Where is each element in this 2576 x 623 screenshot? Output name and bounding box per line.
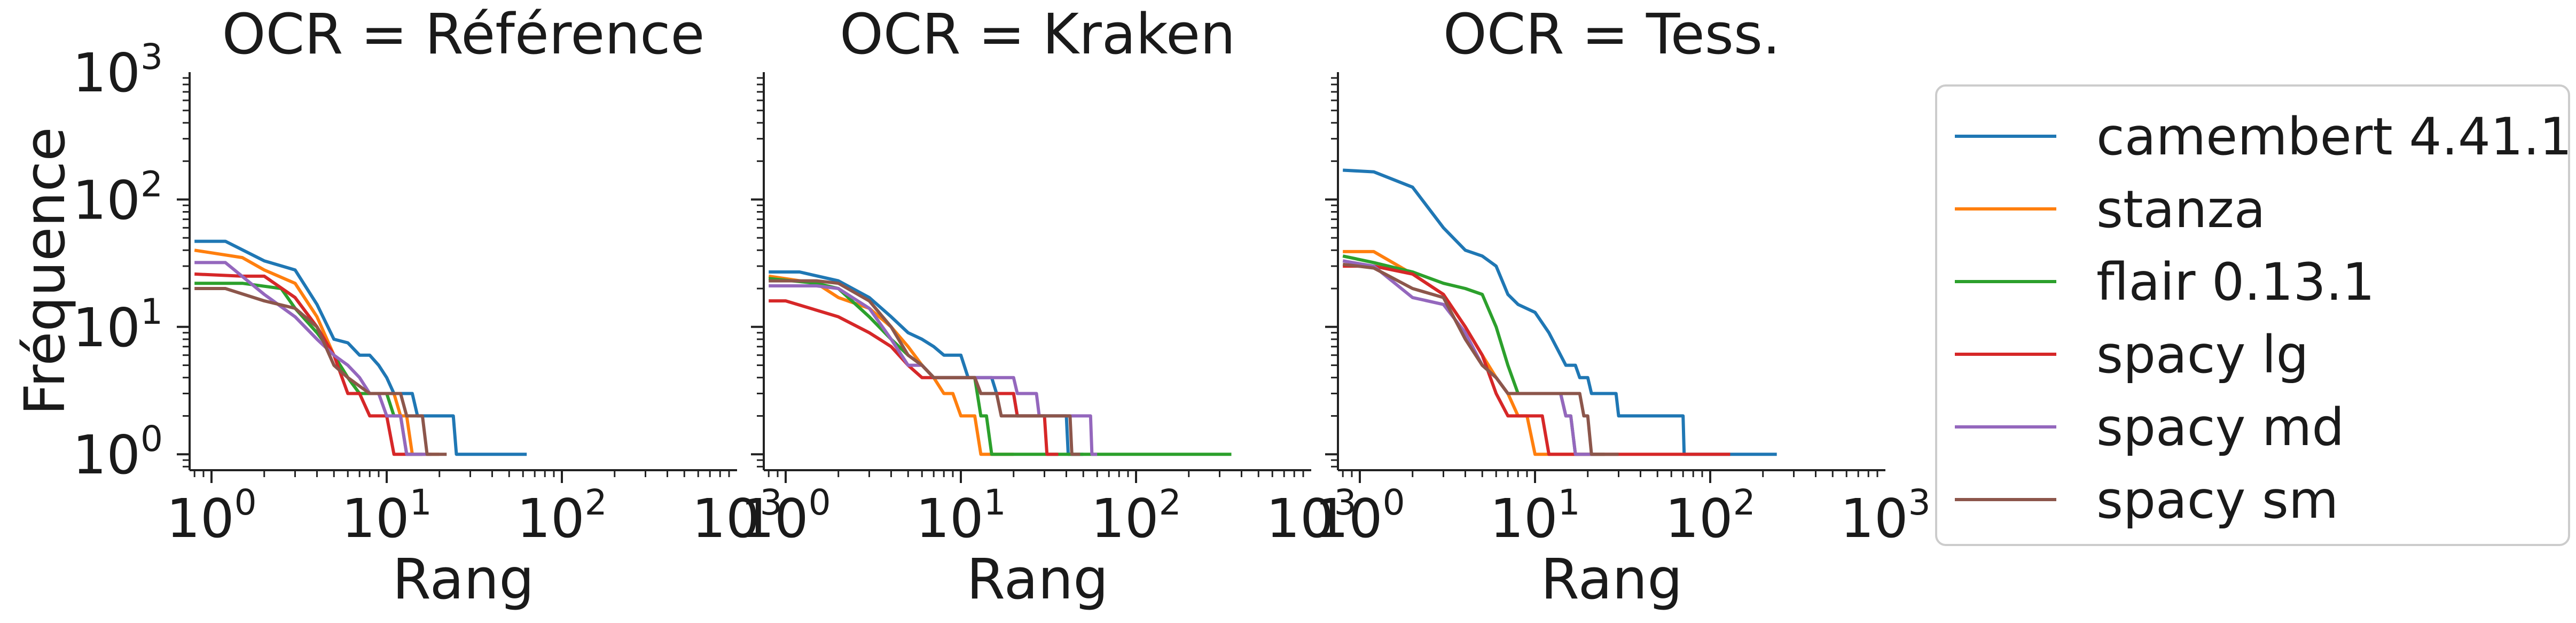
y-axis-label: Fréquence [12,127,77,416]
x-tick-base: 10 [166,487,234,550]
y-tick-base: 10 [73,169,140,231]
y-tick-exponent: 1 [140,291,163,332]
series-line-camembert-4-41-1 [769,270,1084,456]
legend-label: camembert 4.41.1 [2096,107,2572,167]
chart-title: OCR = Tess. [1443,2,1780,67]
x-tick-base: 10 [1840,487,1908,550]
x-tick-label: 100 [166,482,256,550]
x-tick-label: 102 [1665,482,1755,550]
x-tick-exponent: 3 [1908,482,1931,523]
x-tick-exponent: 1 [1558,482,1580,523]
x-tick-exponent: 0 [234,482,257,523]
x-tick-base: 10 [341,487,409,550]
series-line-spacy-sm [194,287,447,456]
x-tick-label: 101 [341,482,432,550]
y-tick-exponent: 0 [140,418,163,460]
x-tick-exponent: 2 [1159,482,1181,523]
x-tick-label: 100 [740,482,831,550]
x-tick-base: 10 [740,487,808,550]
series-line-spacy-md [194,261,432,456]
series-line-stanza [768,274,1014,456]
x-axis-label: Rang [967,547,1109,612]
x-tick-exponent: 2 [1733,482,1756,523]
x-tick-exponent: 0 [1383,482,1405,523]
x-tick-base: 10 [1091,487,1158,550]
x-tick-exponent: 2 [585,482,607,523]
legend-label: spacy sm [2096,470,2338,530]
x-tick-exponent: 1 [410,482,432,523]
series-line-camembert-4-41-1 [194,239,527,456]
x-tick-exponent: 3 [1334,482,1357,523]
y-tick-label: 103 [73,36,163,104]
legend: camembert 4.41.1 stanza flair 0.13.1 spacy … [1935,84,2572,546]
series-line-spacy-lg [194,272,412,456]
chart-title: OCR = Référence [222,2,705,67]
series-line-spacy-lg [1343,264,1731,456]
series-line-spacy-sm [769,279,1080,456]
x-tick-label: 102 [516,482,607,550]
series-line-spacy-sm [1342,262,1619,456]
x-tick-base: 10 [915,487,983,550]
x-tick-label: 103 [1266,482,1356,550]
x-axis-label: Rang [1541,547,1683,612]
x-tick-label: 103 [1840,482,1930,550]
x-tick-label: 101 [915,482,1006,550]
x-tick-base: 10 [692,487,760,550]
chart-title: OCR = Kraken [840,2,1235,67]
x-tick-label: 101 [1490,482,1580,550]
x-tick-base: 10 [516,487,584,550]
y-tick-label: 102 [73,163,163,231]
legend-label: spacy md [2096,398,2344,457]
x-tick-label: 103 [692,482,782,550]
legend-label: flair 0.13.1 [2096,252,2375,312]
x-tick-base: 10 [1266,487,1334,550]
x-tick-base: 10 [1665,487,1733,550]
x-tick-base: 10 [1314,487,1382,550]
x-tick-exponent: 1 [984,482,1006,523]
x-tick-exponent: 0 [809,482,831,523]
legend-label: stanza [2096,180,2266,239]
y-tick-base: 10 [73,297,140,359]
y-tick-label: 101 [73,291,163,359]
x-tick-label: 100 [1314,482,1405,550]
y-tick-base: 10 [73,424,140,486]
y-tick-base: 10 [73,42,140,104]
x-tick-label: 102 [1091,482,1181,550]
series-line-flair-0-13-1 [768,277,1232,456]
x-axis-label: Rang [393,547,535,612]
y-tick-exponent: 3 [140,36,163,77]
legend-label: spacy lg [2096,325,2309,385]
x-tick-exponent: 3 [760,482,782,523]
legend-frame [1935,84,2570,546]
y-tick-exponent: 2 [140,163,163,205]
y-tick-label: 100 [73,418,163,486]
x-tick-base: 10 [1490,487,1557,550]
series-line-camembert-4-41-1 [1343,168,1777,456]
